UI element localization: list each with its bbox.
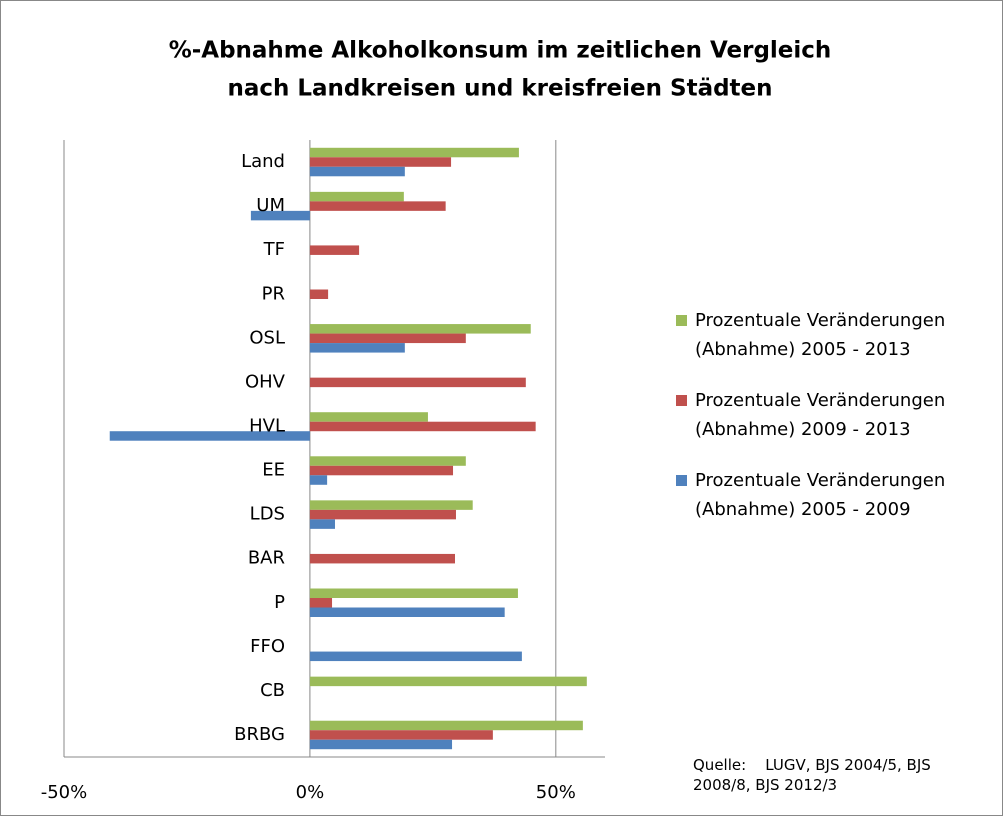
legend-label: Prozentuale Veränderungen (Abnahme) 2009…	[695, 390, 946, 440]
bar	[309, 166, 405, 177]
legend-entry: Prozentuale Veränderungen (Abnahme) 2009…	[676, 386, 975, 444]
y-tick-label: BAR	[248, 548, 285, 569]
bar	[309, 519, 335, 529]
bar	[309, 588, 518, 598]
y-tick-label: LDS	[250, 504, 285, 525]
bar	[309, 475, 328, 485]
bar	[309, 720, 583, 731]
y-tick-label: Land	[241, 151, 285, 172]
legend-swatch	[676, 315, 687, 326]
bar	[309, 201, 446, 211]
bar	[309, 598, 333, 608]
bar	[309, 509, 456, 520]
y-tick-label: CB	[260, 680, 285, 701]
y-tick-label: BRBG	[234, 724, 285, 745]
bar	[309, 456, 466, 466]
legend-swatch	[676, 395, 687, 406]
x-tick-label: 0%	[296, 782, 325, 803]
bar	[309, 676, 587, 687]
bar	[309, 324, 531, 334]
bar	[309, 730, 493, 740]
bar	[309, 421, 536, 432]
y-tick-label: OHV	[245, 371, 286, 392]
bar	[250, 210, 310, 221]
legend-swatch	[676, 475, 687, 486]
bar	[309, 739, 453, 750]
legend-entry: Prozentuale Veränderungen (Abnahme) 2005…	[676, 306, 975, 364]
legend-label: Prozentuale Veränderungen (Abnahme) 2005…	[695, 470, 946, 520]
y-tick-label: EE	[262, 460, 285, 481]
bar	[309, 245, 360, 255]
bar	[309, 191, 404, 202]
y-tick-label: UM	[256, 195, 285, 216]
legend: Prozentuale Veränderungen (Abnahme) 2005…	[676, 306, 986, 546]
source-note: Quelle: LUGV, BJS 2004/5, BJS 2008/8, BJ…	[693, 756, 936, 794]
bar	[109, 431, 310, 441]
bar	[309, 343, 405, 353]
y-tick-label: FFO	[250, 636, 285, 657]
bar	[309, 157, 452, 167]
y-tick-label: HVL	[249, 415, 285, 436]
bar	[309, 500, 473, 510]
bar	[309, 465, 454, 476]
legend-entry: Prozentuale Veränderungen (Abnahme) 2005…	[676, 466, 975, 524]
y-tick-label: TF	[263, 239, 285, 260]
legend-label: Prozentuale Veränderungen (Abnahme) 2005…	[695, 310, 946, 360]
x-tick-label: 50%	[536, 782, 576, 803]
bar	[309, 651, 522, 662]
bar	[309, 607, 505, 617]
y-tick-label: OSL	[249, 327, 285, 348]
x-tick-label: -50%	[41, 782, 88, 803]
bar	[309, 553, 455, 564]
bar	[309, 412, 428, 422]
bar	[309, 147, 519, 158]
bar	[309, 333, 466, 344]
y-tick-label: PR	[262, 283, 285, 304]
chart-title: %-Abnahme Alkoholkonsum im zeitlichen Ve…	[169, 38, 832, 64]
bar	[309, 377, 526, 388]
bar	[309, 289, 329, 299]
y-tick-label: P	[274, 592, 285, 613]
chart-title: nach Landkreisen und kreisfreien Städten	[227, 76, 772, 102]
